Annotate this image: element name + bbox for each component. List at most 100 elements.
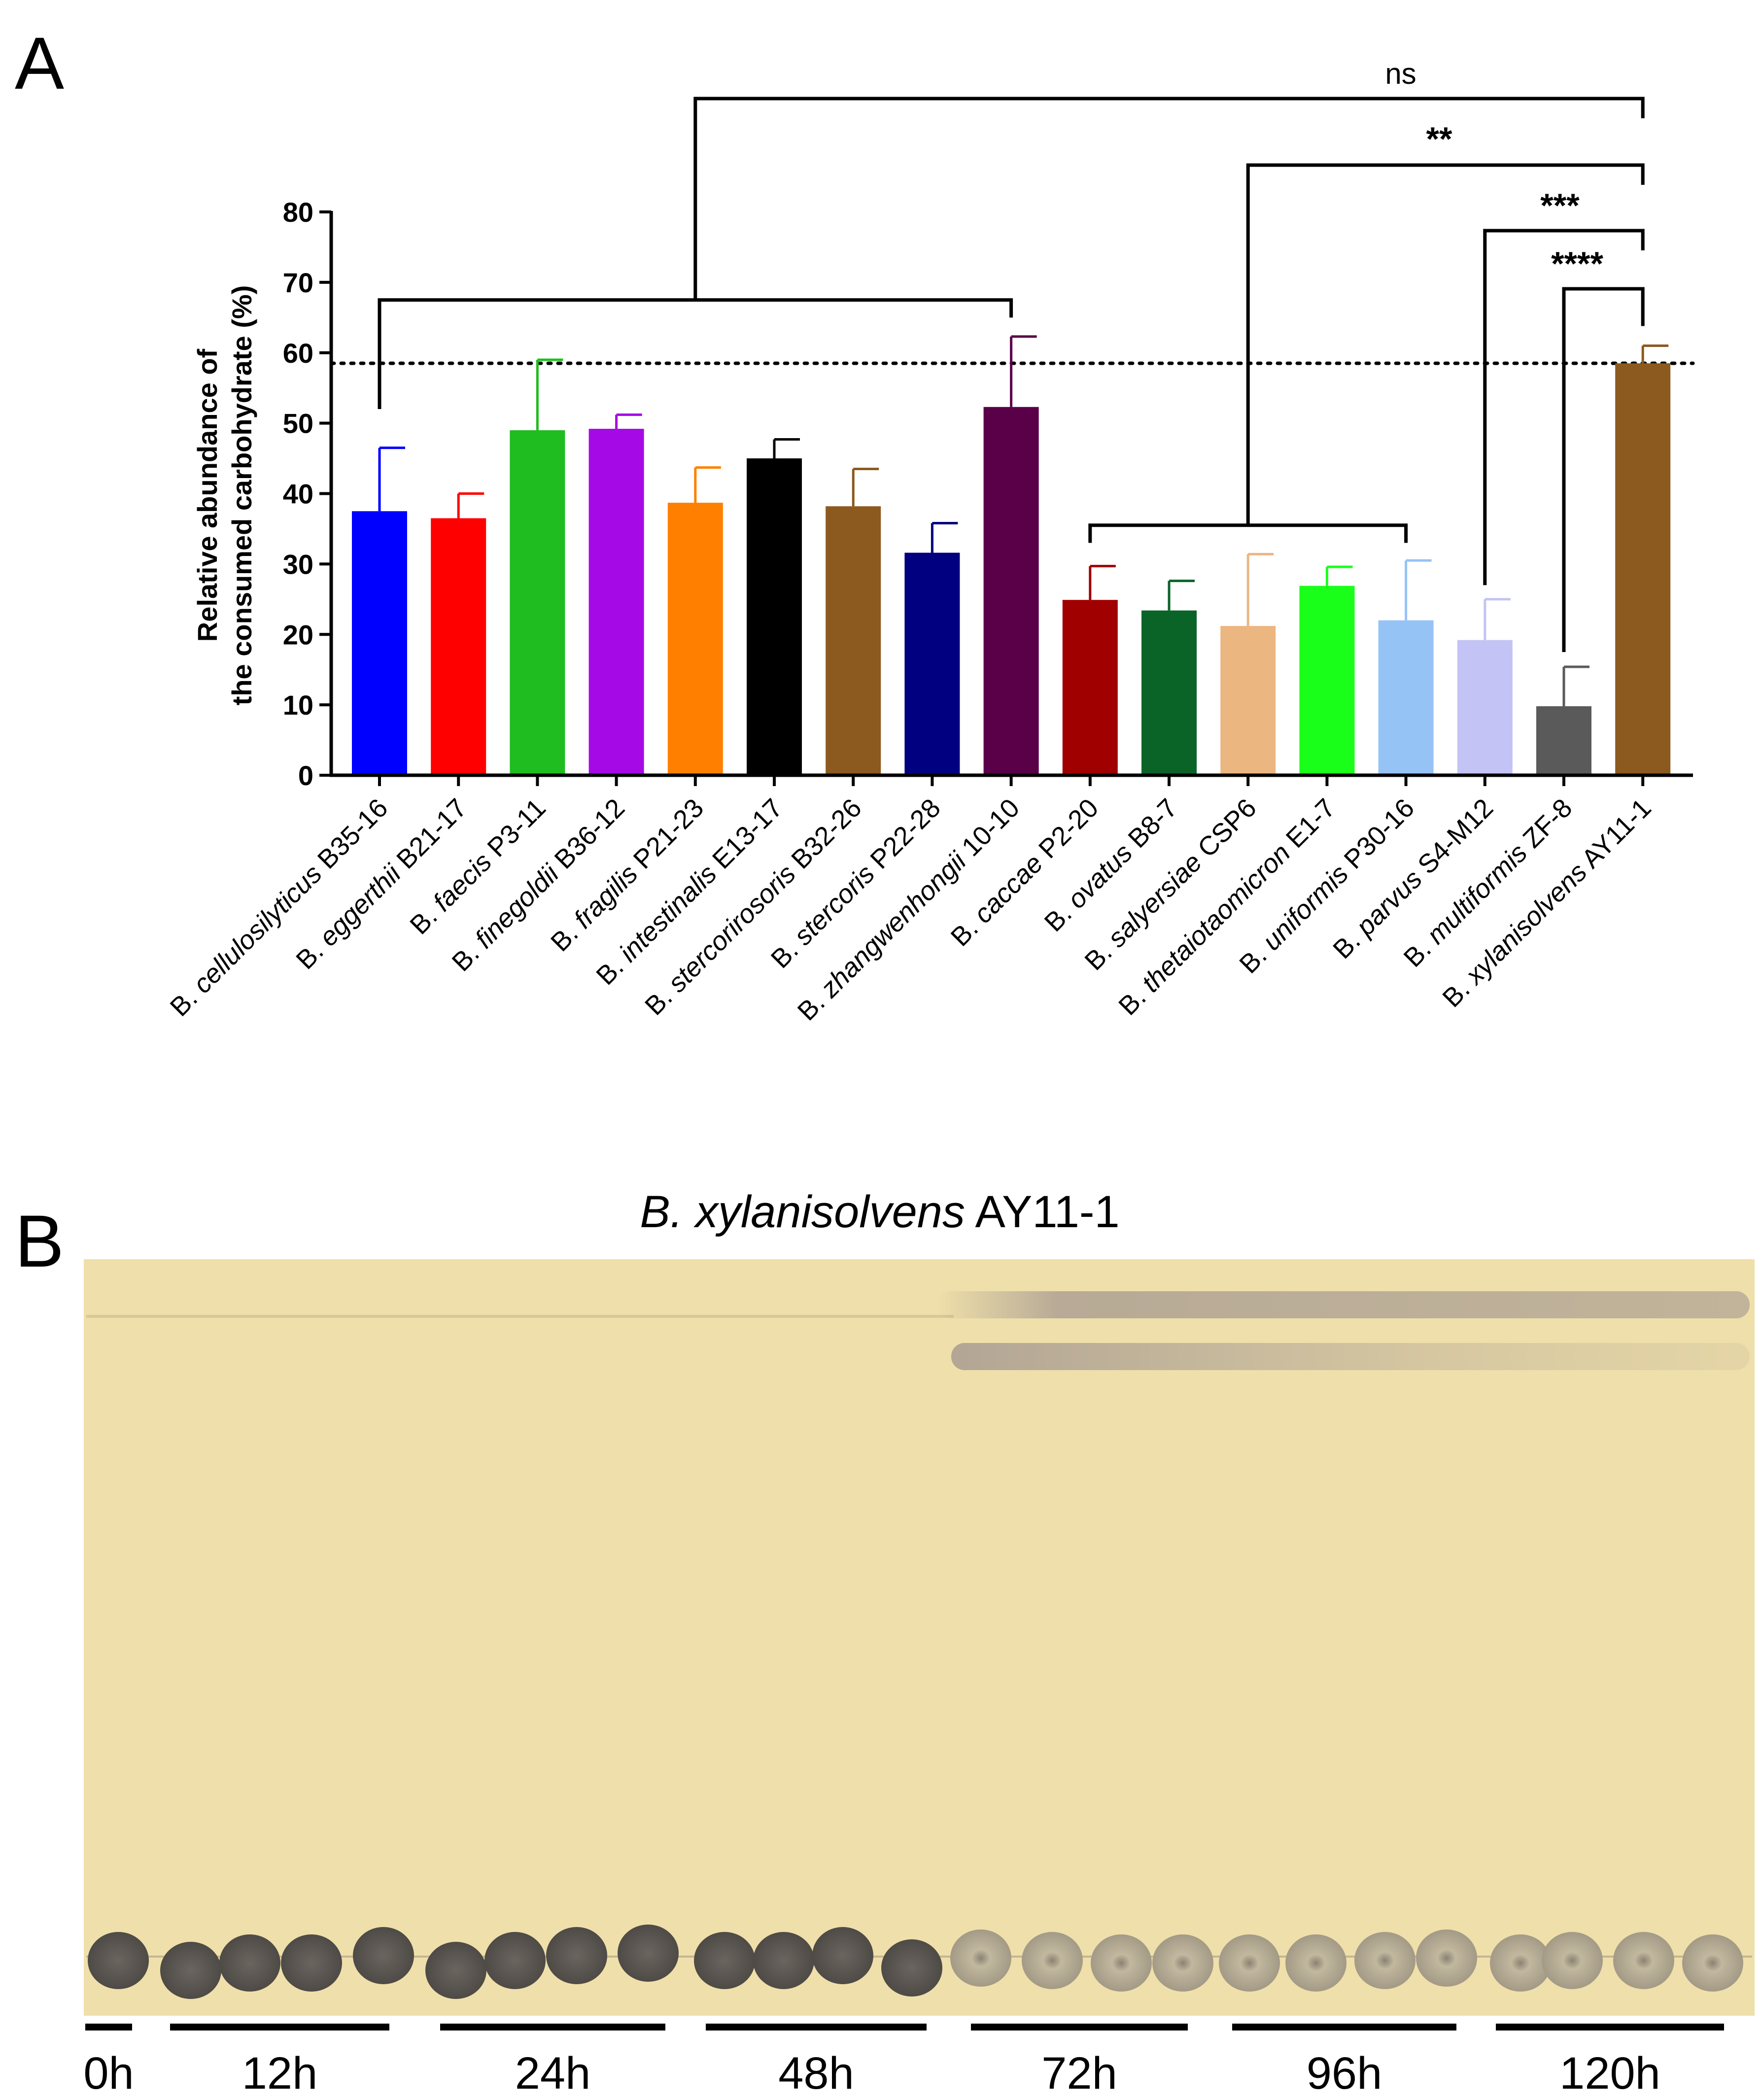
bar <box>588 429 644 775</box>
tlc-spot <box>1152 1934 1213 1992</box>
tlc-spot <box>1542 1932 1603 1989</box>
tlc-band-lower <box>951 1343 1750 1370</box>
tlc-spot <box>425 1942 486 1999</box>
tlc-spot <box>353 1927 414 1984</box>
bar-chart: 0 10 20 30 40 50 60 70 80 B. cellulosilyticus B3… <box>165 57 1695 1026</box>
tlc-spot <box>1022 1932 1083 1989</box>
panel-letter-b: B <box>15 1200 64 1282</box>
axes-group <box>319 210 1693 777</box>
tlc-spot <box>812 1927 873 1984</box>
bar <box>1220 626 1276 775</box>
tlc-spot <box>1285 1934 1347 1992</box>
tlc-spot <box>1613 1932 1674 1989</box>
tlc-top-line <box>86 1315 954 1318</box>
category-species: caccae <box>968 849 1048 929</box>
y-axis-title-line2: the consumed carbohydrate (%) <box>226 285 257 706</box>
bar <box>431 518 486 775</box>
tlc-title-genus: B. xylanisolvens <box>640 1187 965 1237</box>
category-strain: P3-11 <box>477 793 552 868</box>
y-tick-labels: 0 10 20 30 40 50 60 70 80 <box>283 197 313 791</box>
y-tick-label: 70 <box>283 267 313 298</box>
category-strain: AY11-1 <box>1572 793 1657 878</box>
significance-label: ns <box>1385 57 1416 90</box>
time-label: 120h <box>1559 2048 1660 2099</box>
bar <box>826 506 881 775</box>
panel-letter-a: A <box>15 22 64 104</box>
tlc-spot <box>618 1925 679 1982</box>
tlc-spot <box>753 1932 814 1989</box>
tlc-panel: B. xylanisolvens AY11-1 0h 12h 24h 48h 72h 96… <box>83 1187 1755 2099</box>
time-label: 0h <box>83 2048 134 2099</box>
bar <box>667 503 723 775</box>
category-species: zhangwenhongii <box>815 846 973 1004</box>
group-bracket-1 <box>378 298 1013 410</box>
time-label: 72h <box>1041 2048 1117 2099</box>
sig-bracket-2 <box>1246 163 1645 525</box>
bar <box>1378 620 1434 775</box>
bar <box>904 552 960 775</box>
tlc-spots <box>88 1925 1743 1999</box>
y-tick-label: 40 <box>283 479 313 510</box>
tlc-title: B. xylanisolvens AY11-1 <box>640 1187 1119 1237</box>
tlc-spot <box>219 1934 280 1992</box>
category-species: thetaiotaomicron <box>1136 838 1296 998</box>
tlc-spot <box>1682 1934 1743 1992</box>
tlc-band-upper <box>936 1291 1750 1318</box>
category-label: B. faecis P3-11 <box>404 793 552 940</box>
sig-bracket-ns <box>693 97 1645 300</box>
time-label: 24h <box>515 2048 591 2099</box>
category-label: B. caccae P2-20 <box>945 793 1105 952</box>
tlc-spot <box>1219 1934 1280 1992</box>
y-tick-label: 0 <box>298 760 313 791</box>
x-category-labels: B. cellulosilyticus B35-16B. eggerthii B… <box>165 793 1657 1026</box>
time-label: 48h <box>778 2048 854 2099</box>
time-labels: 0h 12h 24h 48h 72h 96h 120h <box>83 2048 1660 2099</box>
y-tick-label: 20 <box>283 619 313 650</box>
tlc-spot <box>1416 1929 1477 1987</box>
tlc-spot <box>160 1942 221 1999</box>
tlc-spot <box>694 1932 755 1989</box>
tlc-title-strain: AY11-1 <box>965 1187 1120 1237</box>
bar <box>1062 600 1118 775</box>
category-species: cellulosilyticus <box>187 859 327 999</box>
category-species: fragilis <box>568 859 644 934</box>
tlc-spot <box>1490 1934 1551 1992</box>
category-label: B. ovatus B8-7 <box>1039 793 1183 937</box>
category-strain: CSP6 <box>1187 793 1262 868</box>
category-species: ovatus <box>1062 838 1138 914</box>
tlc-spot <box>546 1927 607 1984</box>
y-tick-label: 10 <box>283 689 313 721</box>
bars-group <box>352 363 1671 775</box>
bar <box>1615 363 1671 775</box>
sig-bracket-3 <box>1483 229 1645 585</box>
tlc-spot <box>950 1929 1011 1987</box>
tlc-spot <box>1354 1932 1416 1989</box>
y-tick-label: 30 <box>283 549 313 580</box>
time-label: 12h <box>242 2048 318 2099</box>
y-axis-title-line1: Relative abundance of <box>192 348 223 642</box>
bar <box>1141 610 1197 775</box>
significance-label: **** <box>1551 245 1603 282</box>
bar <box>1299 585 1355 775</box>
significance-label: ** <box>1426 120 1452 158</box>
bar <box>1457 640 1513 775</box>
tlc-spot <box>281 1934 342 1992</box>
group-bracket-2 <box>1088 523 1408 543</box>
bar <box>1536 706 1591 775</box>
tlc-spot <box>1091 1934 1152 1992</box>
y-tick-label: 80 <box>283 197 313 228</box>
tlc-spot <box>88 1932 149 1989</box>
category-strain: P2-20 <box>1028 793 1104 869</box>
bar <box>510 430 565 775</box>
y-tick-label: 60 <box>283 338 313 369</box>
time-label: 96h <box>1307 2048 1382 2099</box>
significance-label: *** <box>1540 187 1580 224</box>
category-strain: 10-10 <box>951 793 1025 867</box>
bar <box>352 511 407 775</box>
tlc-spot <box>484 1932 546 1989</box>
tlc-plate <box>84 1259 1755 2016</box>
bar <box>983 407 1039 775</box>
significance-brackets: ns********* <box>378 57 1645 652</box>
tlc-spot <box>881 1939 942 1997</box>
